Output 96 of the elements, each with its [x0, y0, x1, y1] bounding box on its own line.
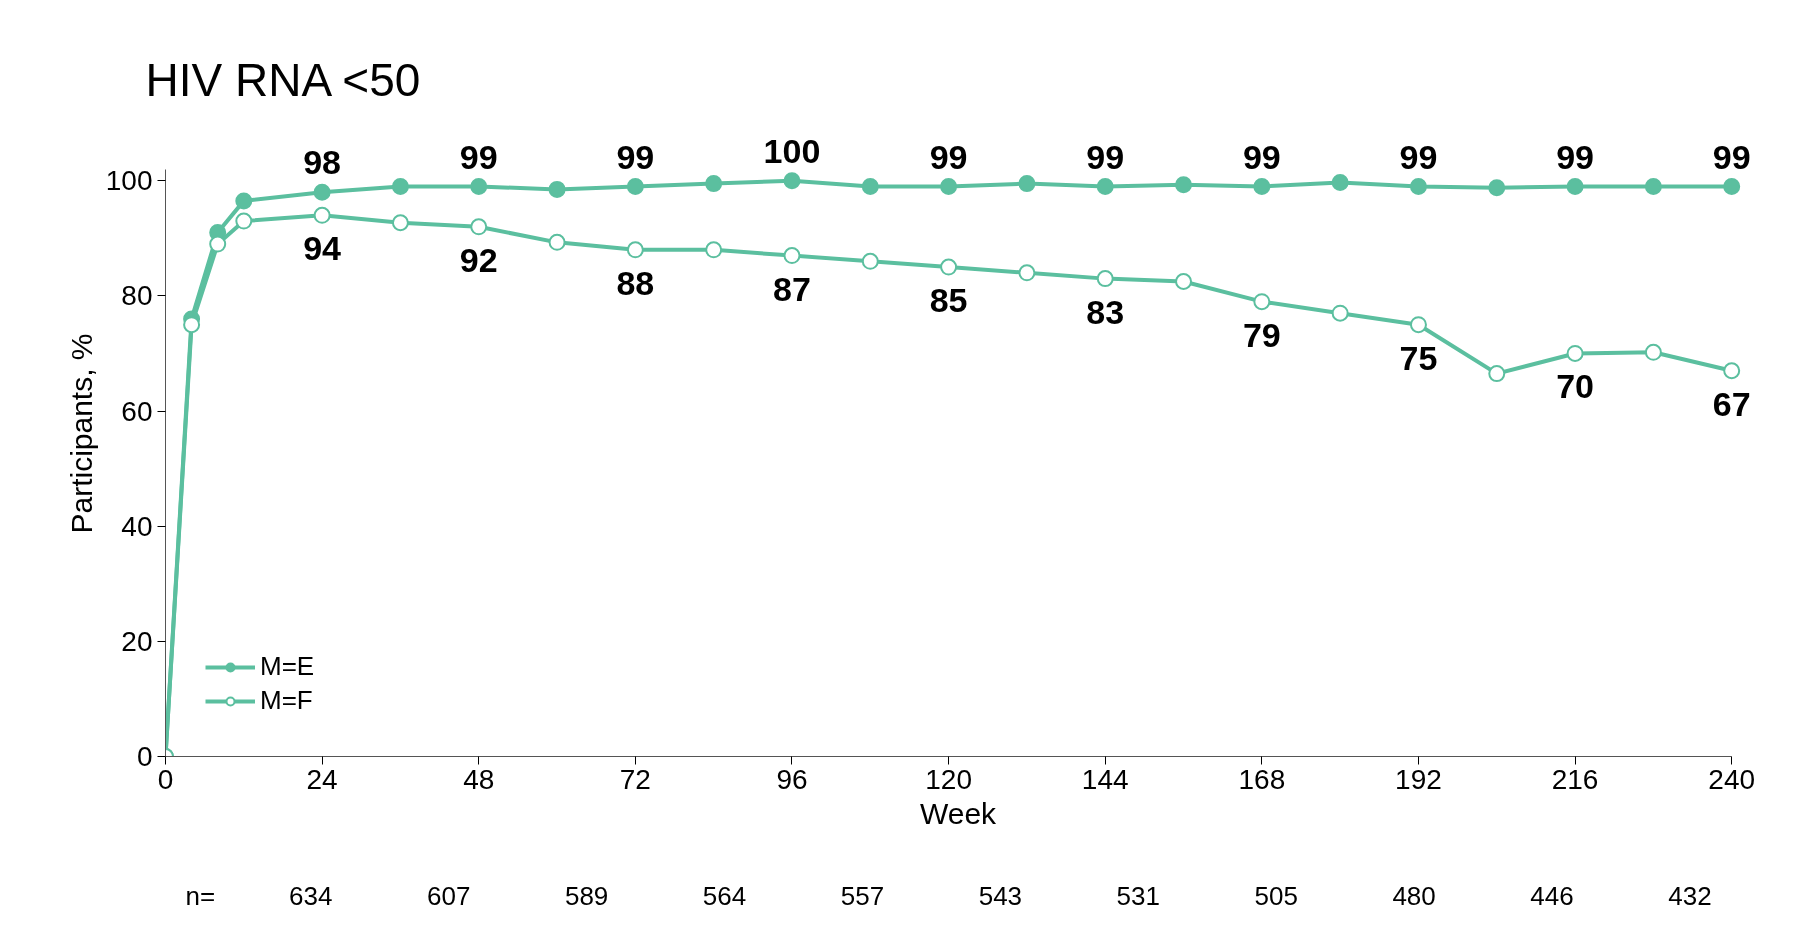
- point: [391, 214, 409, 232]
- point: [861, 252, 879, 270]
- x-tick-label: 144: [1081, 763, 1129, 795]
- y-tick-label: 60: [121, 395, 153, 427]
- text: 589: [564, 880, 609, 911]
- point: [1566, 344, 1584, 362]
- x-tick-label: 0: [157, 763, 174, 795]
- data-label: 92: [459, 240, 498, 279]
- point: [1409, 178, 1427, 195]
- point: [783, 172, 801, 190]
- data-label: 98: [303, 143, 342, 182]
- point: [1644, 343, 1662, 361]
- data-label: 85: [929, 281, 968, 320]
- data-label: 70: [1556, 367, 1594, 406]
- x-tick-label: 120: [925, 763, 972, 795]
- point: [391, 178, 409, 195]
- text: 446: [1530, 880, 1574, 911]
- data-label: 99: [1712, 137, 1751, 176]
- data-label: 67: [1712, 384, 1751, 423]
- point: [626, 178, 644, 195]
- point: [470, 178, 488, 195]
- x-tick-label: 192: [1395, 763, 1442, 795]
- point: [861, 178, 879, 195]
- text: n=: [185, 880, 216, 911]
- point: [783, 247, 801, 265]
- point: [705, 175, 723, 193]
- point: [1253, 293, 1271, 311]
- text: 531: [1116, 880, 1160, 911]
- text: 557: [840, 880, 885, 911]
- y-tick-label: 40: [121, 510, 153, 542]
- point: [1723, 178, 1741, 195]
- text: 634: [289, 880, 333, 911]
- point: [235, 212, 253, 230]
- point: [470, 218, 488, 236]
- x-tick-label: 72: [619, 763, 651, 795]
- point: [1018, 175, 1036, 193]
- point: [1488, 365, 1506, 383]
- x-tick-label: 240: [1708, 763, 1756, 795]
- point: [1253, 178, 1271, 195]
- point: [1566, 178, 1584, 195]
- text: 432: [1668, 880, 1712, 911]
- y-tick-label: 0: [136, 741, 153, 772]
- point: [1488, 179, 1506, 197]
- data-label: 83: [1086, 292, 1125, 331]
- data-label: 100: [763, 131, 821, 170]
- point: [1331, 173, 1349, 191]
- y-tick-label: 80: [121, 280, 153, 312]
- data-label: 99: [1399, 137, 1438, 176]
- data-label: 99: [929, 137, 968, 176]
- text: 505: [1254, 880, 1298, 911]
- y-tick-label: 100: [105, 165, 153, 197]
- point: [235, 192, 253, 210]
- text: 564: [702, 880, 747, 911]
- point: [1331, 304, 1349, 322]
- point: [183, 316, 201, 334]
- data-label: 99: [459, 137, 498, 176]
- data-label: 88: [616, 263, 655, 302]
- data-label: 99: [1242, 137, 1281, 176]
- point: [548, 233, 566, 251]
- chart-title: HIV RNA <50: [145, 53, 421, 106]
- data-label: 94: [303, 229, 342, 268]
- text: 543: [978, 880, 1023, 911]
- point: [1096, 270, 1114, 288]
- point: [313, 183, 331, 201]
- x-tick-label: 168: [1238, 763, 1286, 795]
- data-label: 87: [773, 269, 811, 308]
- point: [705, 241, 723, 259]
- point: [1723, 362, 1741, 380]
- point: [1409, 316, 1427, 334]
- data-label: 99: [616, 137, 655, 176]
- data-label: 99: [1086, 137, 1125, 176]
- point: [1018, 264, 1036, 282]
- point: [209, 235, 227, 253]
- y-tick-label: 20: [121, 625, 153, 657]
- x-tick-label: 48: [463, 763, 495, 795]
- x-tick-label: 96: [776, 763, 808, 795]
- x-axis-title: Week: [919, 796, 998, 830]
- data-label: 75: [1399, 338, 1438, 377]
- point: [1175, 273, 1193, 290]
- data-label: 99: [1556, 137, 1594, 176]
- y-axis-title: Participants, %: [64, 333, 98, 534]
- point: [1644, 178, 1662, 195]
- point: [1175, 176, 1193, 194]
- point: [313, 206, 331, 224]
- point: [940, 178, 958, 195]
- legend-label: M=F: [260, 685, 313, 716]
- point: [1096, 178, 1114, 195]
- data-label: 79: [1242, 315, 1281, 354]
- x-tick-label: 216: [1551, 763, 1599, 795]
- text: 607: [427, 880, 471, 911]
- x-tick-label: 24: [306, 763, 338, 795]
- point: [548, 180, 566, 198]
- point: [626, 241, 644, 259]
- point: [940, 258, 958, 276]
- text: 480: [1392, 880, 1436, 911]
- legend-label: M=E: [260, 651, 315, 682]
